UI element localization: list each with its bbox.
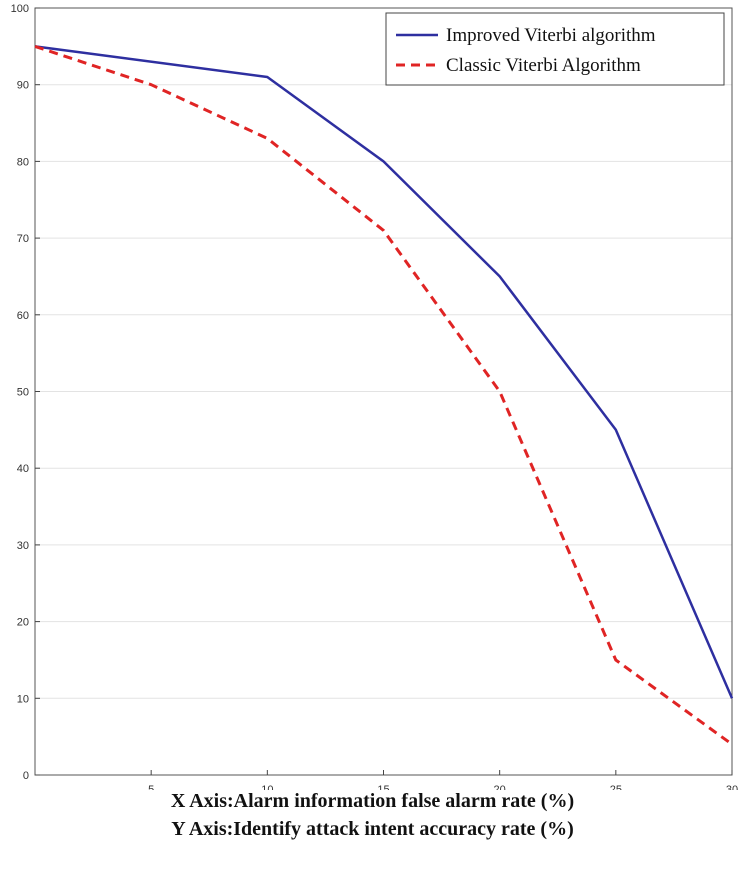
series-line-2 <box>34 44 733 746</box>
legend-box <box>385 12 725 86</box>
x-tick-label: 10 <box>261 784 273 790</box>
x-tick-label: 25 <box>610 784 622 790</box>
legend-label-2: Classic Viterbi Algorithm <box>446 55 641 76</box>
legend: Improved Viterbi algorithm Classic Viterb… <box>385 12 725 86</box>
y-tick-label: 100 <box>11 3 29 15</box>
gridlines <box>35 84 732 699</box>
y-tick-label: 40 <box>17 463 29 475</box>
x-axis-caption: X Axis:Alarm information false alarm rat… <box>170 790 575 812</box>
x-axis-ticks: 5 10 15 20 25 30 <box>148 770 738 790</box>
y-tick-label: 30 <box>17 540 29 552</box>
series-lines <box>34 44 734 746</box>
y-tick-label: 0 <box>23 770 29 782</box>
series-line-1 <box>34 45 734 699</box>
y-tick-label: 10 <box>17 693 29 705</box>
y-tick-label: 20 <box>17 617 29 629</box>
y-tick-label: 50 <box>17 387 29 399</box>
y-axis-ticks: 0 10 20 30 40 50 60 70 80 90 100 <box>11 3 40 782</box>
y-tick-label: 70 <box>17 233 29 245</box>
x-tick-label: 20 <box>494 784 506 790</box>
y-tick-label: 80 <box>17 156 29 168</box>
line-chart: 0 10 20 30 40 50 60 70 80 90 100 5 10 15 20 25 30 Impro… <box>11 3 738 790</box>
y-axis-caption: Y Axis:Identify attack intent accuracy r… <box>171 818 574 840</box>
y-tick-label: 60 <box>17 310 29 322</box>
x-tick-label: 30 <box>726 784 738 790</box>
legend-label-1: Improved Viterbi algorithm <box>446 25 656 46</box>
x-tick-label: 15 <box>377 784 389 790</box>
y-tick-label: 90 <box>17 80 29 92</box>
x-tick-label: 5 <box>148 784 154 790</box>
